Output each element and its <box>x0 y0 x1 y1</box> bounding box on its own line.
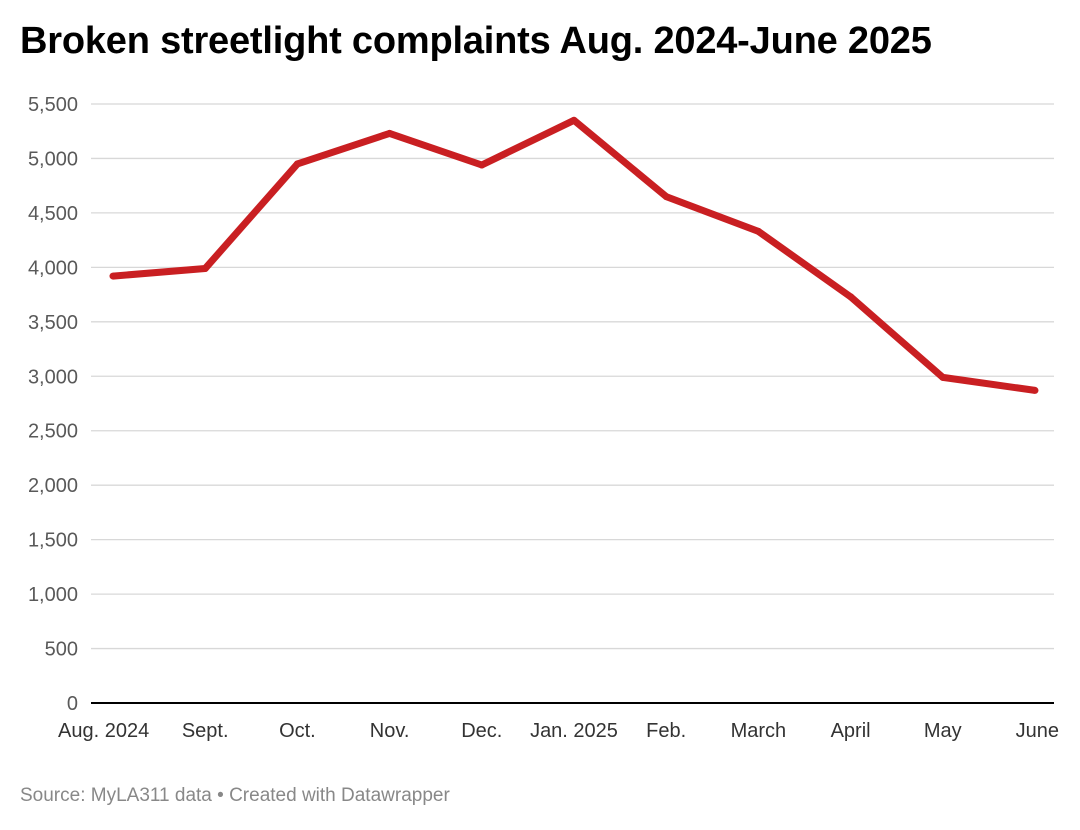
data-point <box>847 293 854 300</box>
y-tick-label: 0 <box>67 693 78 715</box>
y-tick-label: 2,500 <box>28 421 78 443</box>
line-chart: 0 500 1,000 1,500 2,000 2,500 3,000 3,500 4,000 4… <box>0 0 1080 780</box>
y-tick-label: 5,500 <box>28 94 78 116</box>
y-tick-label: 2,000 <box>28 475 78 497</box>
data-point <box>110 273 117 280</box>
x-axis-ticks: Aug. 2024 Sept. Oct. Nov. Dec. Jan. 2025 Feb. M… <box>58 720 1059 742</box>
source-footer: Source: MyLA311 data • Created with Data… <box>20 785 450 807</box>
y-tick-label: 4,500 <box>28 203 78 225</box>
y-tick-label: 4,000 <box>28 257 78 279</box>
x-tick-label: May <box>924 720 962 742</box>
y-tick-label: 5,000 <box>28 148 78 170</box>
x-tick-label: Dec. <box>461 720 502 742</box>
data-point <box>478 161 485 168</box>
grid-lines <box>91 104 1054 703</box>
data-point <box>939 374 946 381</box>
x-tick-label: Aug. 2024 <box>58 720 149 742</box>
data-point <box>1032 387 1039 394</box>
x-tick-label: Nov. <box>370 720 410 742</box>
data-point <box>202 265 209 272</box>
data-point <box>571 117 578 124</box>
x-tick-label: April <box>831 720 871 742</box>
y-axis-ticks: 0 500 1,000 1,500 2,000 2,500 3,000 3,500 4,000 4… <box>28 94 78 715</box>
y-tick-label: 3,000 <box>28 366 78 388</box>
data-point <box>663 193 670 200</box>
x-tick-label: Jan. 2025 <box>530 720 618 742</box>
data-point <box>755 228 762 235</box>
data-point <box>386 130 393 137</box>
series-line <box>113 120 1035 390</box>
x-tick-label: Sept. <box>182 720 229 742</box>
x-tick-label: June <box>1016 720 1059 742</box>
y-tick-label: 1,000 <box>28 584 78 606</box>
y-tick-label: 500 <box>45 639 78 661</box>
x-tick-label: March <box>731 720 787 742</box>
x-tick-label: Oct. <box>279 720 316 742</box>
y-tick-label: 1,500 <box>28 530 78 552</box>
y-tick-label: 3,500 <box>28 312 78 334</box>
data-point <box>294 160 301 167</box>
x-tick-label: Feb. <box>646 720 686 742</box>
